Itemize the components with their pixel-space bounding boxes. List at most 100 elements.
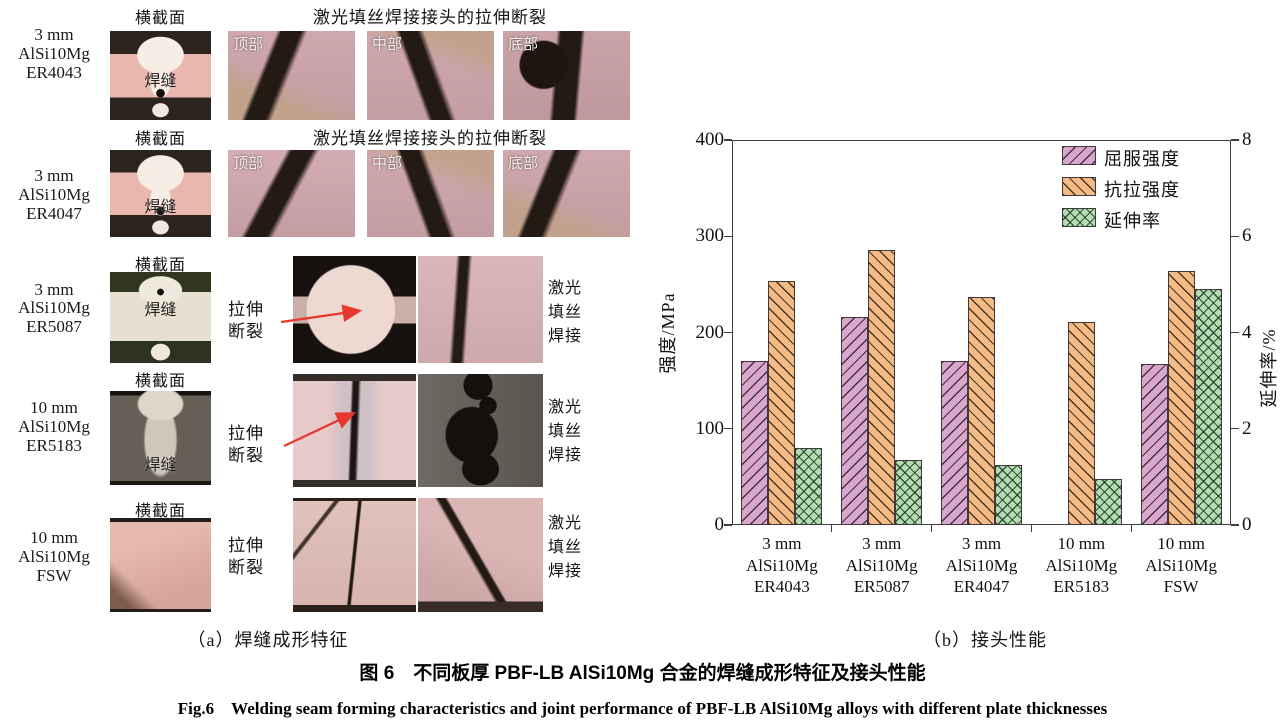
welding-method-label: 填丝 — [548, 539, 583, 556]
x-category-label: FSW — [1163, 577, 1199, 596]
bar-抗拉强度-ER5087 — [868, 249, 896, 525]
figure-caption-chinese: 图 6 不同板厚 PBF-LB AlSi10Mg 合金的焊缝成形特征及接头性能 — [359, 663, 926, 684]
x-category-label: AlSi10Mg — [845, 555, 918, 575]
welding-method-label: 焊接 — [548, 328, 583, 345]
bar-延伸率-ER5087 — [895, 460, 923, 525]
cross-section-image — [110, 391, 211, 485]
y-axis-right-tick — [1231, 524, 1239, 526]
bar-屈服强度-ER4043 — [741, 361, 769, 525]
x-category-label: 10 mm — [1057, 534, 1106, 553]
tensile-fracture-label: 拉伸 — [228, 424, 264, 443]
legend-swatch — [1062, 208, 1096, 227]
cross-section-header: 横截面 — [134, 503, 186, 520]
y-axis-left-tick — [724, 139, 732, 141]
x-category-label: ER5087 — [853, 577, 910, 596]
weld-seam-label: 焊缝 — [144, 73, 177, 90]
cross-section-image — [110, 518, 211, 612]
figure-caption-english: Fig.6 Welding seam forming characteristi… — [177, 699, 1108, 718]
tensile-fracture-image-left — [293, 374, 416, 487]
y-axis-right-tick — [1231, 235, 1239, 237]
bar-抗拉强度-ER5183 — [1067, 321, 1095, 525]
cross-section-image — [110, 150, 211, 237]
x-category-label: ER4043 — [754, 577, 810, 596]
x-category-label: AlSi10Mg — [1045, 555, 1118, 575]
fracture-position-label: 中部 — [372, 156, 403, 172]
bar-屈服强度-ER4047 — [941, 361, 968, 525]
fracture-position-label: 顶部 — [233, 156, 264, 172]
specimen-label-line: AlSi10Mg — [18, 417, 90, 436]
x-category-label: AlSi10Mg — [945, 555, 1018, 575]
x-axis-tick — [831, 525, 833, 532]
y-axis-left-tick-label: 100 — [695, 417, 725, 439]
welding-method-label: 激光 — [548, 515, 583, 532]
tensile-fracture-header: 激光填丝焊接接头的拉伸断裂 — [313, 8, 547, 27]
legend-swatch — [1062, 146, 1096, 165]
welding-method-label: 激光 — [548, 399, 583, 416]
welding-method-label: 焊接 — [548, 447, 583, 464]
bar-抗拉强度-FSW — [1167, 270, 1195, 525]
y-axis-right-tick-label: 6 — [1242, 225, 1252, 247]
specimen-label-line: 3 mm — [34, 280, 74, 299]
tensile-fracture-label: 拉伸 — [228, 536, 264, 555]
fracture-image-top — [228, 150, 355, 237]
fracture-image-top — [228, 31, 355, 120]
fracture-position-label: 顶部 — [233, 37, 264, 53]
cross-section-header: 横截面 — [134, 10, 186, 27]
specimen-label-line: FSW — [36, 566, 72, 585]
x-category-label: AlSi10Mg — [745, 555, 818, 575]
specimen-label-line: ER5183 — [26, 436, 82, 455]
welding-method-label: 激光 — [548, 280, 583, 297]
y-axis-left-tick-label: 200 — [695, 321, 725, 343]
tensile-fracture-header: 激光填丝焊接接头的拉伸断裂 — [313, 129, 547, 148]
chart-legend: 屈服强度 抗拉强度 延伸率 — [1062, 146, 1242, 246]
bar-延伸率-ER4043 — [795, 448, 823, 525]
welding-method-label: 填丝 — [548, 304, 583, 321]
y-axis-right-tick-label: 8 — [1242, 129, 1252, 150]
tensile-fracture-image-left — [293, 256, 416, 363]
x-category-label: 3 mm — [862, 534, 902, 553]
fracture-position-label: 底部 — [508, 37, 539, 53]
specimen-label-line: ER5087 — [26, 317, 82, 336]
tensile-fracture-image-right — [418, 256, 543, 363]
specimen-label-line: 10 mm — [30, 528, 78, 547]
y-axis-right-tick — [1231, 139, 1239, 141]
specimen-label-line: AlSi10Mg — [18, 298, 90, 317]
weld-seam-label: 焊缝 — [144, 302, 177, 319]
y-axis-right-tick — [1231, 331, 1239, 334]
fracture-image-middle — [367, 31, 494, 120]
fracture-image-bottom — [503, 150, 630, 237]
tensile-fracture-label: 断裂 — [228, 322, 264, 341]
x-category-label: 3 mm — [762, 534, 802, 553]
legend-item-延伸率: 延伸率 — [1062, 208, 1242, 231]
panel-weld-forming: 3 mm AlSi10Mg ER4043 横截面 焊缝 激光填丝焊接接头的拉伸断裂 顶部 中部… — [0, 0, 660, 660]
bar-屈服强度-ER5087 — [841, 317, 869, 525]
bar-延伸率-ER4047 — [995, 464, 1022, 525]
y-axis-right-tick-label: 0 — [1242, 514, 1252, 535]
cross-section-header: 横截面 — [134, 131, 186, 148]
legend-label: 抗拉强度 — [1104, 180, 1180, 200]
legend-swatch — [1062, 177, 1096, 196]
fracture-position-label: 中部 — [372, 37, 403, 53]
specimen-label-line: 3 mm — [34, 25, 74, 44]
bar-延伸率-FSW — [1194, 289, 1222, 525]
tensile-fracture-label: 断裂 — [228, 446, 264, 465]
weld-seam-label: 焊缝 — [144, 457, 177, 474]
cross-section-image — [110, 31, 211, 120]
y-axis-left-tick-label: 0 — [714, 514, 725, 535]
x-category-label: ER5183 — [1053, 577, 1110, 596]
y-axis-right-tick-label: 2 — [1242, 417, 1252, 439]
y-axis-left-tick — [724, 524, 732, 526]
y-axis-right-tick-label: 4 — [1242, 321, 1252, 343]
tensile-fracture-image-left — [293, 498, 416, 612]
y-axis-left-tick — [724, 428, 732, 430]
specimen-label-line: 3 mm — [34, 166, 74, 185]
welding-method-label: 填丝 — [548, 423, 583, 440]
y-axis-left-tick-label: 400 — [695, 129, 725, 150]
cross-section-header: 横截面 — [134, 257, 186, 274]
cross-section-image — [110, 272, 211, 363]
x-category-label: 10 mm — [1157, 534, 1205, 553]
tensile-fracture-label: 断裂 — [228, 558, 264, 577]
legend-label: 延伸率 — [1104, 211, 1161, 231]
specimen-label-line: AlSi10Mg — [18, 547, 90, 566]
